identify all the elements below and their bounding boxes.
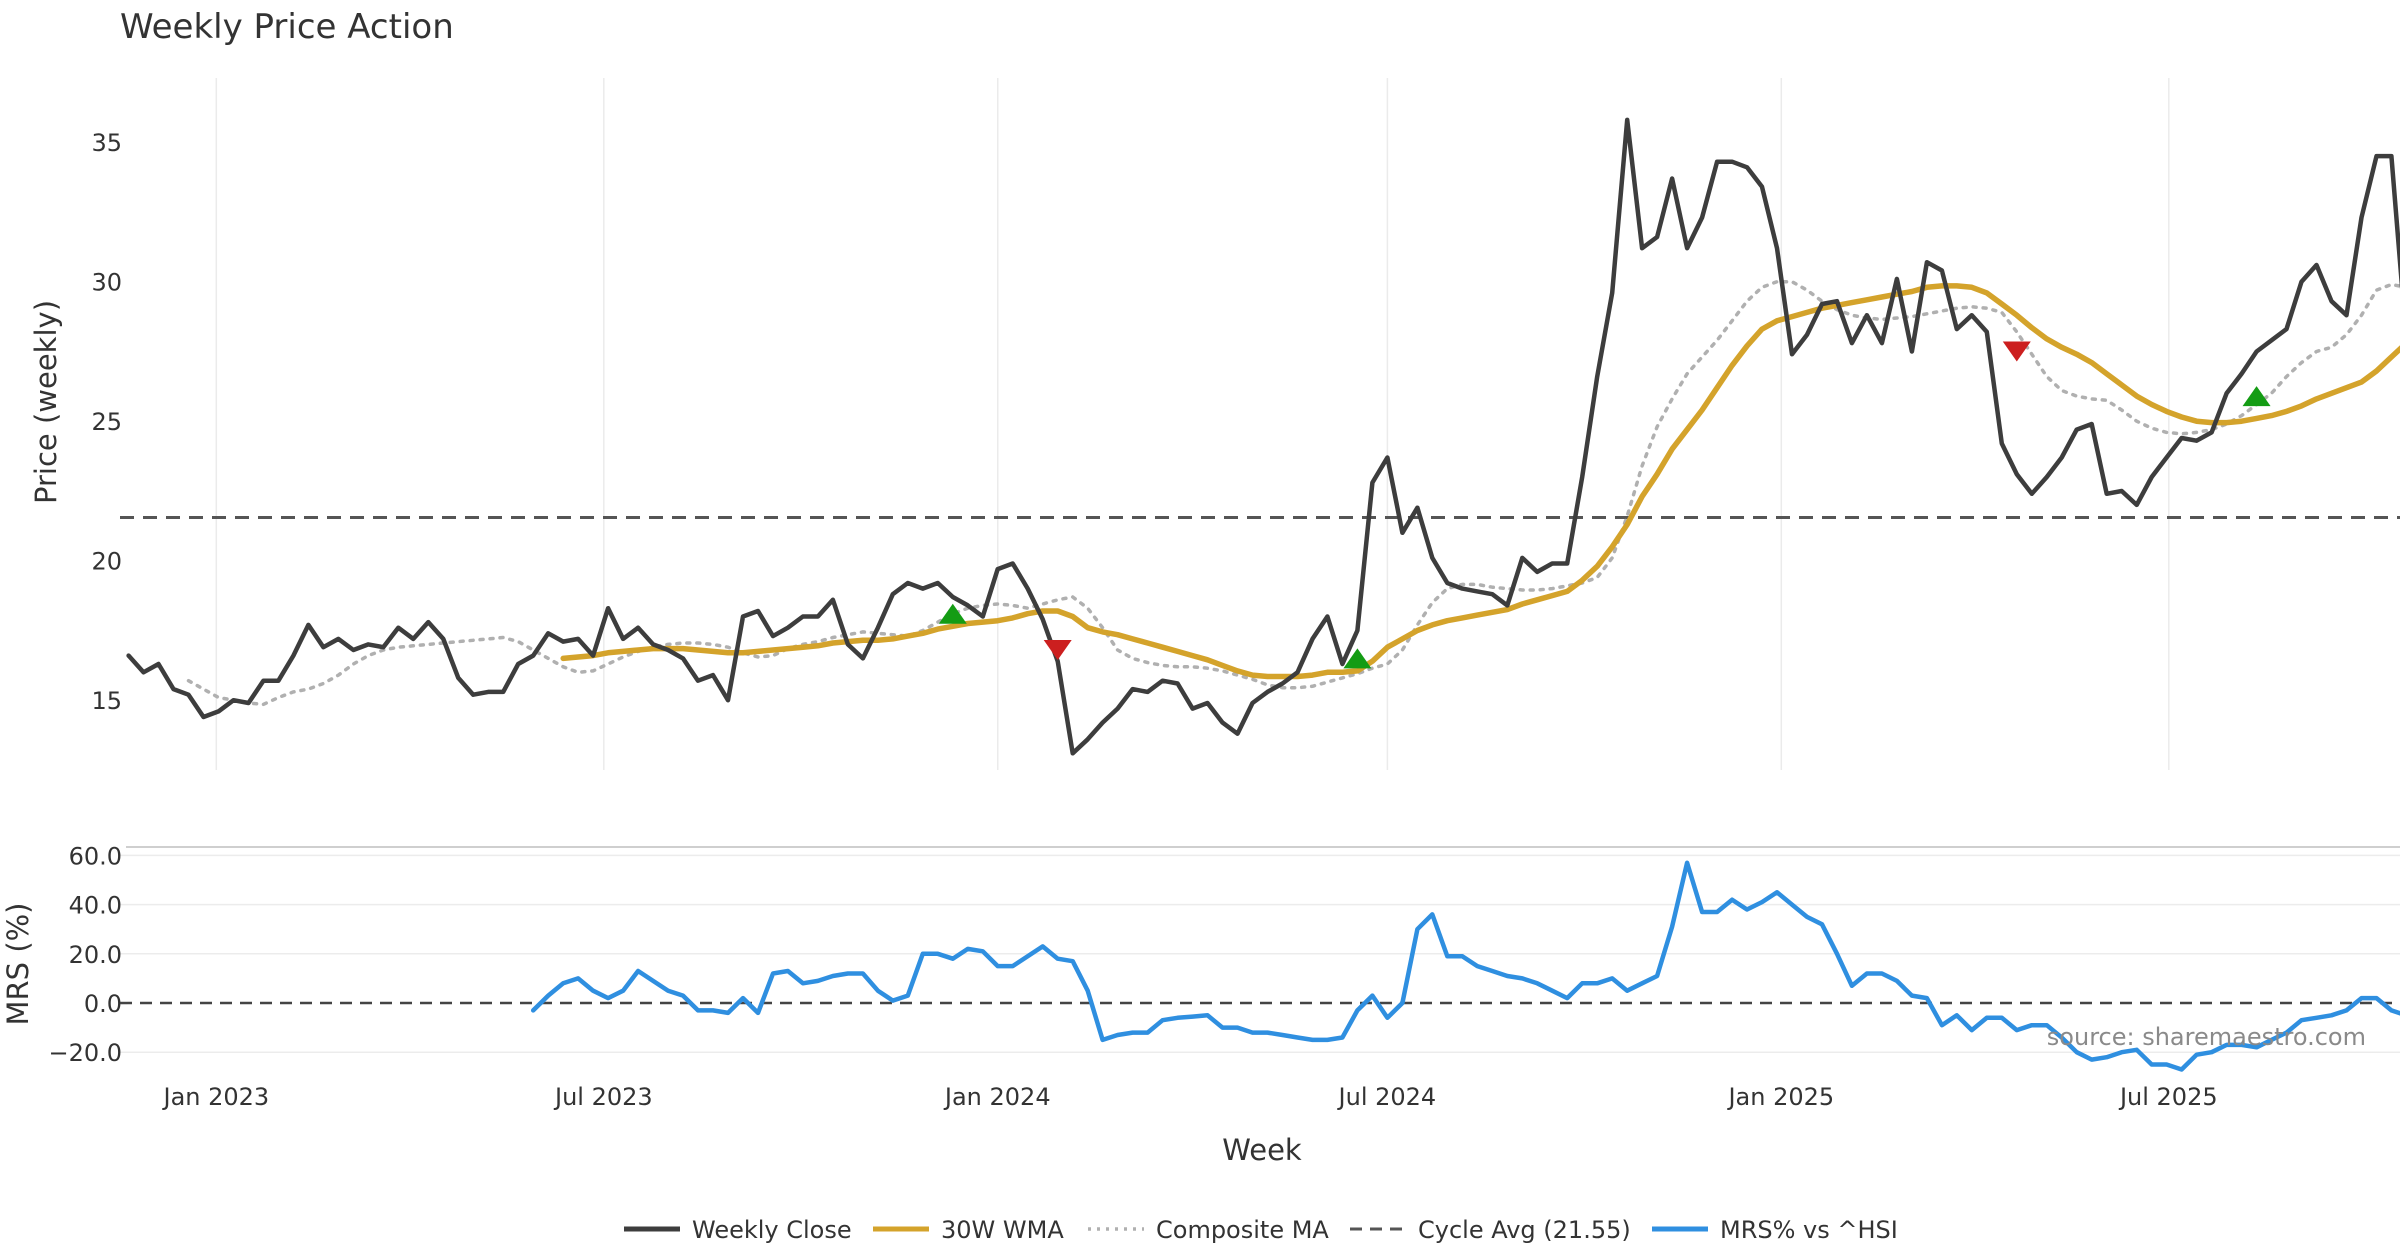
x-tick-label: Jul 2023 xyxy=(553,1083,653,1111)
legend-label: 30W WMA xyxy=(941,1216,1064,1244)
sell-signal-marker xyxy=(1043,640,1072,661)
x-tick-label: Jan 2024 xyxy=(943,1083,1051,1111)
mrs-y-tick-label: 40.0 xyxy=(69,892,122,920)
x-tick-label: Jul 2025 xyxy=(2118,1083,2218,1111)
price-panel: 15 20 25 30 35 xyxy=(91,78,2400,770)
legend-label: Cycle Avg (21.55) xyxy=(1418,1216,1631,1244)
x-tick-label: Jan 2025 xyxy=(1726,1083,1834,1111)
legend-label: Weekly Close xyxy=(692,1216,852,1244)
buy-signal-marker xyxy=(1343,648,1372,669)
x-tick-label: Jan 2023 xyxy=(161,1083,269,1111)
mrs-y-tick-label: 0.0 xyxy=(84,990,122,1018)
sell-signal-marker xyxy=(2002,341,2031,362)
price-y-tick-label: 35 xyxy=(91,129,122,157)
composite-ma-line xyxy=(186,279,2400,707)
price-y-axis-label: Price (weekly) xyxy=(29,300,63,504)
buy-signal-marker xyxy=(2242,386,2271,407)
price-y-tick-label: 15 xyxy=(91,687,122,715)
legend-label: Composite MA xyxy=(1156,1216,1329,1244)
price-y-tick-label: 30 xyxy=(91,269,122,297)
x-axis-label: Week xyxy=(1222,1133,1302,1167)
x-tick-label: Jul 2024 xyxy=(1337,1083,1437,1111)
legend-label: MRS% vs ^HSI xyxy=(1720,1216,1898,1244)
source-annotation: source: sharemaestro.com xyxy=(2047,1023,2366,1051)
wma-30w-line xyxy=(560,283,2400,680)
mrs-y-tick-label: 20.0 xyxy=(69,941,122,969)
mrs-y-tick-label: −20.0 xyxy=(48,1039,122,1067)
mrs-panel: −20.0 0.0 20.0 40.0 60.0 Jan 2023 Jul 2023 Jan … xyxy=(48,842,2400,1111)
chart-title: Weekly Price Action xyxy=(120,7,454,47)
mrs-y-axis-label: MRS (%) xyxy=(1,903,35,1026)
legend: Weekly Close 30W WMA Composite MA Cycle Avg… xyxy=(624,1216,1898,1244)
price-y-tick-label: 20 xyxy=(91,548,122,576)
price-y-tick-label: 25 xyxy=(91,408,122,436)
weekly-close-line xyxy=(126,117,2400,756)
buy-signal-marker xyxy=(938,603,967,624)
mrs-y-tick-label: 60.0 xyxy=(69,842,122,870)
mrs-line xyxy=(530,860,2400,1072)
